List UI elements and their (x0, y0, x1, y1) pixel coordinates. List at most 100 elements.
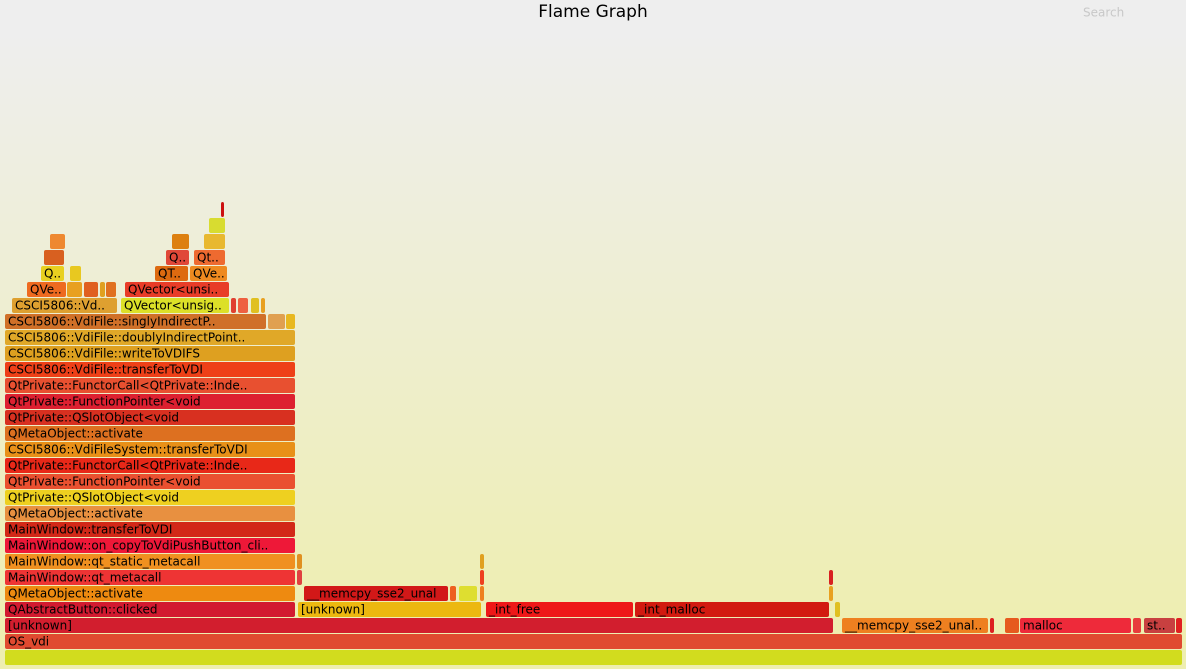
frame-label[interactable]: OS_vdi (8, 635, 49, 649)
frame[interactable] (50, 234, 65, 249)
frame-label[interactable]: st.. (1147, 619, 1166, 633)
frame[interactable] (5, 634, 1182, 649)
frame[interactable] (5, 522, 295, 537)
frame[interactable] (5, 586, 295, 601)
frame[interactable] (5, 330, 295, 345)
frame-label[interactable]: QMetaObject::activate (8, 587, 143, 601)
frame[interactable] (450, 586, 456, 601)
frame-label[interactable]: CSCI5806::VdiFile::transferToVDI (8, 363, 203, 377)
frame[interactable] (480, 570, 484, 585)
frame[interactable] (5, 314, 266, 329)
frame[interactable] (67, 282, 82, 297)
frame[interactable] (5, 442, 295, 457)
frame[interactable] (5, 506, 295, 521)
frame-label[interactable]: CSCI5806::VdiFile::doublyIndirectPoint.. (8, 331, 245, 345)
frame[interactable] (121, 298, 229, 313)
frame-label[interactable]: Qt.. (197, 251, 219, 265)
frame[interactable] (1144, 618, 1175, 633)
frame-label[interactable]: QVector<unsig.. (124, 299, 222, 313)
frame-label[interactable]: QtPrivate::FunctorCall<QtPrivate::Inde.. (8, 379, 247, 393)
frame[interactable] (829, 586, 833, 601)
frame-label[interactable]: MainWindow::on_copyToVdiPushButton_cli.. (8, 539, 268, 553)
search-button[interactable]: Search (1083, 6, 1124, 20)
frame[interactable] (5, 394, 295, 409)
frame-label[interactable]: QtPrivate::QSlotObject<void (8, 491, 179, 505)
frame[interactable] (155, 266, 188, 281)
frame-label[interactable]: malloc (1023, 619, 1063, 633)
frame[interactable] (27, 282, 66, 297)
frame[interactable] (5, 362, 295, 377)
frame[interactable] (100, 282, 105, 297)
frame-label[interactable]: CSCI5806::Vd.. (15, 299, 105, 313)
frame[interactable] (44, 250, 64, 265)
frame[interactable] (231, 298, 236, 313)
frame[interactable] (221, 202, 224, 217)
frame[interactable] (835, 602, 840, 617)
frame[interactable] (5, 426, 295, 441)
frame-label[interactable]: [unknown] (8, 619, 72, 633)
frame[interactable] (5, 474, 295, 489)
frame[interactable] (106, 282, 116, 297)
frame-label[interactable]: [unknown] (301, 603, 365, 617)
frame[interactable] (486, 602, 633, 617)
frame[interactable] (209, 218, 225, 233)
frame-label[interactable]: Q.. (169, 251, 186, 265)
frame[interactable] (286, 314, 295, 329)
frame[interactable] (5, 346, 295, 361)
frame[interactable] (459, 586, 477, 601)
frame[interactable] (480, 554, 484, 569)
frame[interactable] (166, 250, 189, 265)
frame[interactable] (304, 586, 448, 601)
frame-label[interactable]: QVector<unsi.. (128, 283, 218, 297)
frame[interactable] (5, 378, 295, 393)
frame-label[interactable]: QtPrivate::FunctionPointer<void (8, 395, 201, 409)
frame[interactable] (12, 298, 117, 313)
frame[interactable] (5, 570, 295, 585)
frame[interactable] (480, 586, 484, 601)
frame[interactable] (1020, 618, 1131, 633)
frame[interactable] (5, 554, 295, 569)
frame-label[interactable]: CSCI5806::VdiFile::singlyIndirectP.. (8, 315, 216, 329)
frame-label[interactable]: MainWindow::transferToVDI (8, 523, 172, 537)
frame[interactable] (204, 234, 225, 249)
frame[interactable] (297, 570, 302, 585)
frame[interactable] (1133, 618, 1141, 633)
frame[interactable] (635, 602, 829, 617)
frame[interactable] (194, 250, 225, 265)
frame-label[interactable]: MainWindow::qt_static_metacall (8, 555, 200, 569)
frame[interactable] (238, 298, 248, 313)
frame[interactable] (1005, 618, 1019, 633)
frame[interactable] (125, 282, 229, 297)
frame-label[interactable]: CSCI5806::VdiFile::writeToVDIFS (8, 347, 200, 361)
frame[interactable] (261, 298, 265, 313)
frame-label[interactable]: QAbstractButton::clicked (8, 603, 157, 617)
frame[interactable] (84, 282, 98, 297)
frame-label[interactable]: _int_free (488, 603, 540, 617)
frame-label[interactable]: QVe.. (30, 283, 62, 297)
frame-label[interactable]: QtPrivate::QSlotObject<void (8, 411, 179, 425)
frame-label[interactable]: QtPrivate::FunctionPointer<void (8, 475, 201, 489)
frame-label[interactable]: QVe.. (193, 267, 225, 281)
frame-label[interactable]: __memcpy_sse2_unal.. (844, 619, 982, 633)
frame[interactable] (298, 602, 481, 617)
frame[interactable] (251, 298, 259, 313)
frame-label[interactable]: __memcpy_sse2_unal (306, 587, 437, 601)
frame[interactable] (1176, 618, 1182, 633)
frame[interactable] (190, 266, 227, 281)
frame[interactable] (990, 618, 994, 633)
frame[interactable] (5, 410, 295, 425)
frame[interactable] (172, 234, 189, 249)
frame[interactable] (842, 618, 988, 633)
frame[interactable] (829, 570, 833, 585)
frame[interactable] (70, 266, 81, 281)
frame-label[interactable]: MainWindow::qt_metacall (8, 571, 161, 585)
frame[interactable] (5, 602, 295, 617)
frame-label[interactable]: QMetaObject::activate (8, 507, 143, 521)
root-frame[interactable] (5, 650, 1182, 665)
frame[interactable] (268, 314, 285, 329)
frame[interactable] (5, 490, 295, 505)
frame[interactable] (297, 554, 302, 569)
frame-label[interactable]: QT.. (158, 267, 181, 281)
frame-label[interactable]: QtPrivate::FunctorCall<QtPrivate::Inde.. (8, 459, 247, 473)
frame[interactable] (5, 618, 833, 633)
